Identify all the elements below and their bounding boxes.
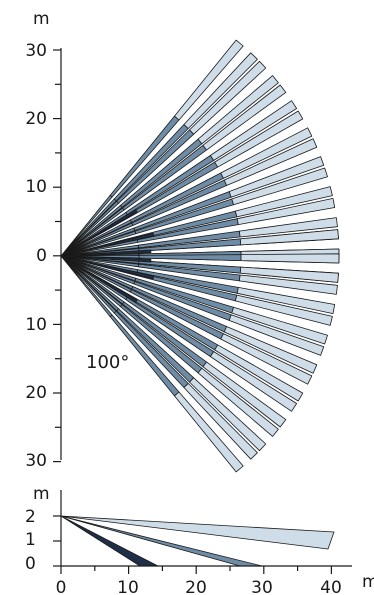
- beam-8: [60, 84, 287, 257]
- beam-near-zone: [60, 207, 125, 257]
- beam-3: [60, 255, 244, 473]
- side-view: m m 2 1 0 0 10 20 30 40: [25, 484, 374, 595]
- top-axis-unit: m: [33, 9, 50, 29]
- top-view: m 30 20 10 0 10 20 30 100°: [25, 9, 340, 473]
- beam-near-zone: [60, 255, 134, 290]
- beam-35: [60, 255, 339, 283]
- beam-near-zone: [60, 254, 140, 259]
- beam-near-zone: [60, 222, 134, 257]
- beam-19: [60, 255, 318, 374]
- top-y-ticks: [53, 49, 61, 463]
- near-accent-1: [60, 255, 138, 303]
- beam-near-zone: [60, 198, 117, 257]
- beam-near-zone: [60, 255, 137, 282]
- beam-near-zone: [60, 227, 136, 257]
- beam-9: [60, 100, 298, 257]
- beam-5: [60, 75, 279, 257]
- side-x-axis-unit: m: [362, 572, 374, 592]
- near-accent-3: [60, 255, 155, 280]
- side-axis-ticks: [53, 515, 332, 574]
- side-detection-zones: [60, 515, 335, 567]
- beam-1: [60, 52, 258, 257]
- detection-fan: [60, 39, 340, 473]
- coverage-angle-label: 100°: [86, 352, 129, 373]
- beam-near-zone: [60, 255, 125, 305]
- beam-near-zone: [60, 255, 119, 312]
- beam-13: [60, 127, 313, 257]
- beam-20: [60, 167, 328, 257]
- top-tick-label-30-upper: 30: [25, 41, 47, 61]
- beam-16: [60, 138, 318, 257]
- side-tick-label-2: 2: [25, 507, 36, 527]
- near-accent-2: [60, 232, 155, 257]
- beam-26: [60, 255, 338, 295]
- beam-0: [60, 39, 244, 257]
- side-axis-unit: m: [33, 484, 50, 504]
- beam-near-zone: [60, 230, 137, 257]
- beam-6: [60, 255, 279, 437]
- top-tick-label-20-upper: 20: [25, 109, 47, 129]
- top-tick-label-0: 0: [36, 246, 47, 266]
- side-tick-label-1: 1: [25, 530, 36, 550]
- beam-near-zone: [60, 200, 119, 257]
- beam-near-zone: [60, 194, 113, 257]
- beam-18: [60, 255, 325, 356]
- beam-11: [60, 255, 287, 428]
- top-tick-label-20-lower: 20: [25, 383, 47, 403]
- near-accent-4: [60, 249, 152, 257]
- side-x-tick-label-20: 20: [185, 578, 207, 595]
- beam-far-zone: [240, 253, 340, 264]
- beam-17: [60, 156, 325, 257]
- beam-mid-zone: [138, 254, 242, 262]
- beam-32: [60, 229, 339, 257]
- side-x-tick-label-30: 30: [251, 578, 273, 595]
- beam-34: [60, 253, 340, 264]
- beam-near-zone: [60, 255, 113, 318]
- beam-near-zone: [60, 255, 136, 285]
- beam-14: [60, 255, 313, 385]
- near-accent-0: [60, 209, 138, 257]
- beam-near-zone: [60, 255, 117, 314]
- beam-4: [60, 60, 267, 257]
- side-far-zone: [60, 515, 335, 550]
- side-x-tick-label-0: 0: [56, 578, 67, 595]
- top-tick-label-10-lower: 10: [25, 315, 47, 335]
- top-tick-label-10-upper: 10: [25, 177, 47, 197]
- beam-25: [60, 217, 338, 257]
- beam-10: [60, 255, 298, 412]
- side-x-tick-label-10: 10: [117, 578, 139, 595]
- beam-2: [60, 255, 258, 460]
- side-x-tick-label-40: 40: [320, 578, 342, 595]
- beam-7: [60, 255, 267, 452]
- top-tick-label-30-lower: 30: [25, 451, 47, 471]
- side-tick-label-0: 0: [25, 554, 36, 574]
- beam-23: [60, 255, 328, 345]
- near-accent-5: [60, 255, 152, 263]
